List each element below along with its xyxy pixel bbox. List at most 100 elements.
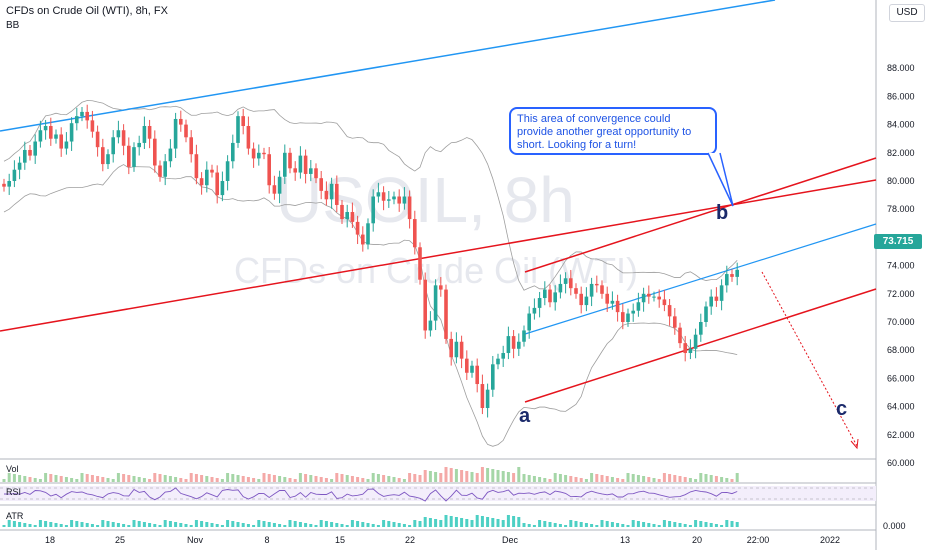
wave-label-a[interactable]: a <box>519 405 531 427</box>
price-axis[interactable]: 88.00086.00084.00082.00080.00078.00076.0… <box>887 63 915 468</box>
volume-bar <box>532 476 536 482</box>
volume-bar <box>486 468 490 482</box>
candle-body <box>574 288 578 294</box>
callout-note[interactable]: This area of convergence could provide a… <box>509 107 717 155</box>
candle-body <box>465 358 469 373</box>
candle-body <box>59 134 63 149</box>
volume-bar <box>392 477 396 482</box>
atr-label[interactable]: ATR <box>6 511 24 521</box>
atr-bar <box>304 523 308 527</box>
volume-bar <box>553 473 557 482</box>
atr-bar <box>402 524 406 527</box>
atr-bar <box>319 520 323 527</box>
atr-bar <box>512 516 516 527</box>
candle-body <box>179 118 183 125</box>
candle-body <box>439 285 443 290</box>
vol-label[interactable]: Vol <box>6 464 19 474</box>
volume-bar <box>158 474 162 482</box>
volume-bar <box>652 478 656 482</box>
volume-bar <box>252 478 256 482</box>
candle-body <box>262 152 266 155</box>
volume-bar <box>116 473 120 482</box>
volume-bar <box>382 475 386 482</box>
volume-bar <box>236 475 240 482</box>
volume-bar <box>220 479 224 482</box>
atr-bar <box>335 523 339 527</box>
candle-body <box>631 310 635 314</box>
atr-bar <box>553 523 557 527</box>
atr-bar <box>262 521 266 527</box>
volume-bar <box>257 479 261 482</box>
atr-bar <box>257 520 261 527</box>
atr-bar <box>652 524 656 527</box>
atr-bar <box>2 525 6 527</box>
volume-bar <box>668 474 672 482</box>
wave-label-b[interactable]: b <box>716 202 729 224</box>
volume-bar <box>23 476 27 482</box>
price-axis-label: 70.000 <box>887 317 915 327</box>
atr-bar <box>454 517 458 527</box>
candle-body <box>23 149 27 163</box>
atr-bar <box>418 521 422 527</box>
chart-title[interactable]: CFDs on Crude Oil (WTI), 8h, FX <box>6 5 168 17</box>
volume-bar <box>527 475 531 482</box>
volume-histogram <box>2 467 739 482</box>
volume-bar <box>340 474 344 482</box>
atr-bar <box>96 525 100 527</box>
currency-button[interactable]: USD <box>889 4 925 22</box>
wave-label-c[interactable]: c <box>836 398 848 420</box>
atr-bar <box>283 525 287 527</box>
volume-bar <box>413 474 417 482</box>
atr-bar <box>714 524 718 527</box>
atr-bar <box>356 521 360 527</box>
rsi-label[interactable]: RSI <box>6 487 22 497</box>
volume-bar <box>621 479 625 482</box>
candle-body <box>257 152 261 159</box>
volume-bar <box>356 477 360 482</box>
volume-bar <box>704 474 708 482</box>
atr-bar <box>631 520 635 527</box>
volume-bar <box>714 476 718 482</box>
atr-bar <box>241 523 245 527</box>
atr-bar <box>127 525 131 527</box>
candle-body <box>615 300 620 313</box>
candle-body <box>251 148 256 159</box>
time-axis[interactable]: 18 25 Nov 8 15 22 Dec 13 20 22:00 2022 <box>45 535 840 545</box>
atr-bar <box>314 525 318 527</box>
atr-bar <box>434 519 438 527</box>
candle-body <box>283 152 287 177</box>
volume-bar <box>408 473 412 482</box>
volume-bar <box>376 474 380 482</box>
volume-bar <box>12 474 16 482</box>
projection-arrow <box>761 271 858 447</box>
volume-bar <box>174 477 178 482</box>
atr-bar <box>662 520 666 527</box>
volume-bar <box>558 474 562 482</box>
atr-bar <box>558 524 562 527</box>
volume-bar <box>28 477 32 482</box>
indicator-label-bb[interactable]: BB <box>6 20 20 31</box>
candle-body <box>548 289 552 303</box>
atr-bar <box>574 521 578 527</box>
atr-bar <box>293 521 297 527</box>
time-axis-label: 13 <box>620 535 630 545</box>
atr-bar <box>116 523 120 527</box>
atr-bar <box>246 524 250 527</box>
volume-bar <box>480 467 484 482</box>
atr-bar <box>231 521 235 527</box>
candle-body <box>719 285 724 301</box>
candle-body <box>85 111 89 121</box>
price-candles[interactable] <box>2 104 739 418</box>
trendlines[interactable] <box>0 0 877 450</box>
volume-bar <box>7 473 11 482</box>
volume-bar <box>678 476 682 482</box>
atr-bar <box>678 523 682 527</box>
candle-body <box>194 154 199 179</box>
volume-bar <box>18 475 22 482</box>
volume-bar <box>330 479 334 482</box>
volume-bar <box>725 478 729 482</box>
candle-body <box>673 316 677 328</box>
volume-bar <box>387 476 391 482</box>
volume-bar <box>428 471 432 482</box>
